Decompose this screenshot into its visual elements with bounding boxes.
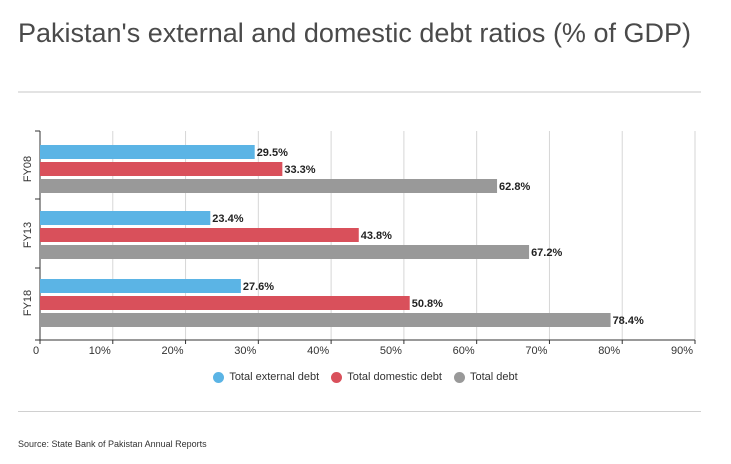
bar-fy18-series-1: [40, 296, 410, 310]
legend-item-2: Total debt: [453, 371, 518, 383]
x-tick-label-30: 30%: [234, 345, 256, 357]
data-label-fy13-series-0: 23.4%: [212, 213, 243, 225]
bar-fy08-series-2: [40, 179, 498, 193]
chart-legend: Total external debt Total domestic debt To…: [0, 371, 731, 386]
legend-item-0: Total external debt: [213, 371, 319, 383]
x-tick-label-50: 50%: [380, 345, 402, 357]
legend-label-1: Total domestic debt: [347, 371, 442, 383]
data-label-fy08-series-2: 62.8%: [499, 181, 530, 193]
x-tick-label-40: 40%: [307, 345, 329, 357]
category-label-fy18: FY18: [22, 290, 34, 316]
legend-label-2: Total debt: [469, 371, 518, 383]
data-label-fy18-series-2: 78.4%: [613, 315, 644, 327]
data-label-fy13-series-1: 43.8%: [361, 230, 392, 242]
legend-swatch-1: [331, 371, 343, 383]
x-tick-label-20: 20%: [162, 345, 184, 357]
x-tick-label-80: 80%: [598, 345, 620, 357]
footer-divider: [18, 411, 701, 412]
x-tick-label-60: 60%: [453, 345, 475, 357]
chart-title: Pakistan's external and domestic debt ra…: [18, 18, 691, 48]
bar-chart: 0 10% 20% 30% 40% 50% 60% 70% 80% 90% 29.5% 33.3% 62…: [22, 130, 696, 357]
data-label-fy08-series-0: 29.5%: [257, 147, 288, 159]
x-tick-label-0: 0: [33, 345, 39, 357]
bar-fy08-series-1: [40, 162, 283, 176]
legend-label-0: Total external debt: [229, 371, 320, 383]
category-label-fy13: FY13: [22, 222, 34, 248]
data-label-fy18-series-1: 50.8%: [412, 298, 443, 310]
data-label-fy13-series-2: 67.2%: [531, 247, 562, 259]
category-label-fy08: FY08: [22, 156, 34, 182]
bar-fy13-series-1: [40, 228, 359, 242]
legend-swatch-0: [213, 371, 225, 383]
bar-fy13-series-0: [40, 211, 211, 225]
bar-fy08-series-0: [40, 145, 255, 159]
source-note: Source: State Bank of Pakistan Annual Re…: [18, 439, 207, 449]
data-label-fy08-series-1: 33.3%: [284, 164, 315, 176]
bar-fy18-series-0: [40, 279, 241, 293]
legend-item-1: Total domestic debt: [331, 371, 442, 383]
bar-fy18-series-2: [40, 313, 611, 327]
bar-fy13-series-2: [40, 245, 530, 259]
title-divider: [18, 91, 701, 93]
x-tick-label-10: 10%: [89, 345, 111, 357]
x-tick-label-90: 90%: [671, 345, 693, 357]
data-label-fy18-series-0: 27.6%: [243, 281, 274, 293]
legend-swatch-2: [453, 371, 465, 383]
x-tick-label-70: 70%: [525, 345, 547, 357]
